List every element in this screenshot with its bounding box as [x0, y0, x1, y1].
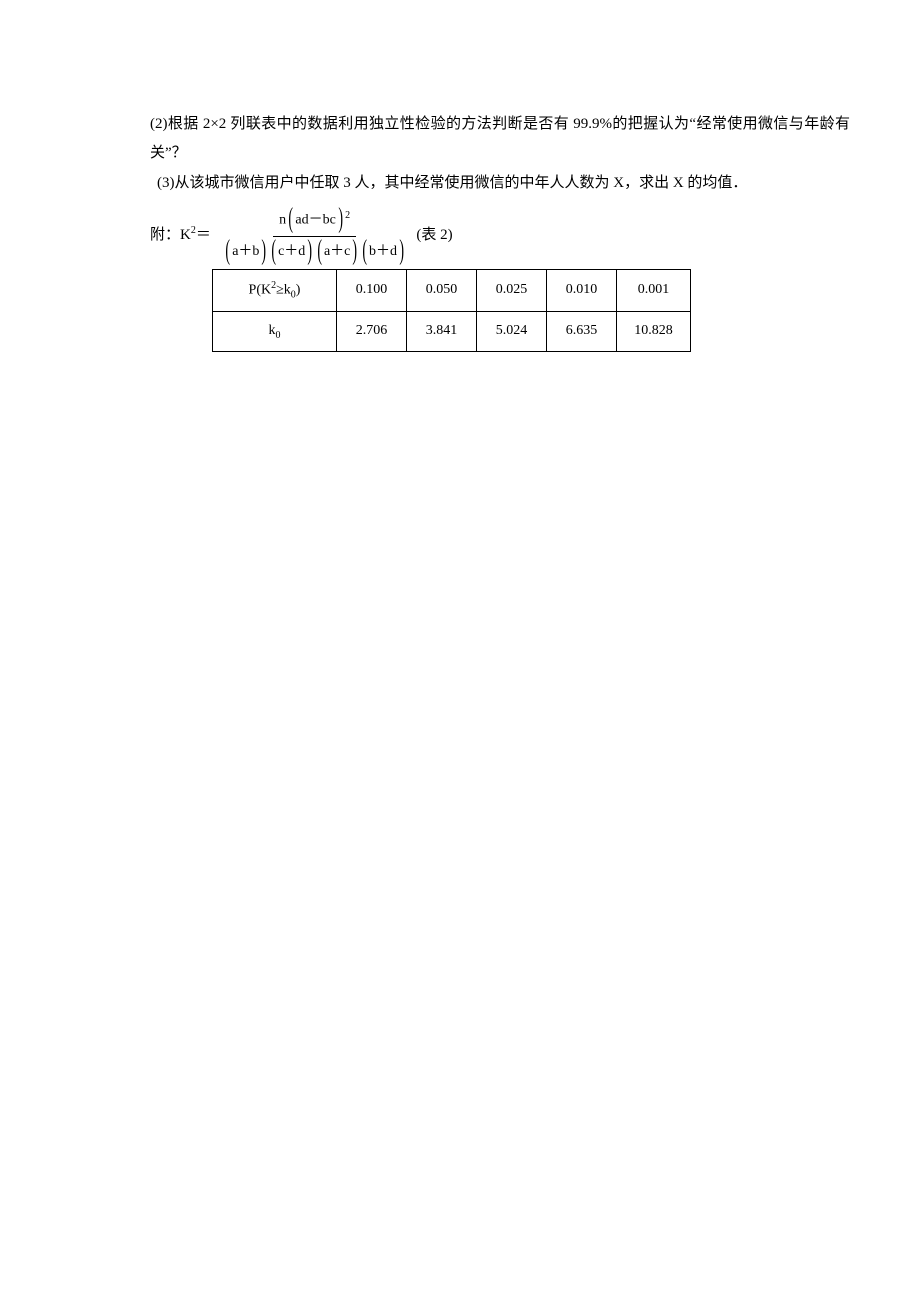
rparen-outer: ): [338, 212, 343, 226]
cell: 0.010: [547, 270, 617, 311]
row-label: P(K2≥k0): [213, 270, 337, 311]
lp3: (: [317, 244, 322, 258]
cell: 0.100: [337, 270, 407, 311]
cell: 5.024: [477, 311, 547, 351]
table-row: k0 2.706 3.841 5.024 6.635 10.828: [213, 311, 691, 351]
fraction-denominator: (a＋b)(c＋d)(a＋c)(b＋d): [217, 237, 413, 266]
formula-prefix: 附：K2＝: [150, 221, 211, 250]
den-ac: a＋c: [324, 244, 350, 259]
den-cd: c＋d: [278, 244, 305, 259]
cell: 0.050: [407, 270, 477, 311]
document-body: (2)根据 2×2 列联表中的数据利用独立性检验的方法判断是否有 99.9%的把…: [150, 110, 850, 352]
cell: 0.025: [477, 270, 547, 311]
cell: 6.635: [547, 311, 617, 351]
critical-value-table: P(K2≥k0) 0.100 0.050 0.025 0.010 0.001 k…: [212, 269, 850, 351]
cell: 3.841: [407, 311, 477, 351]
rp3: ): [353, 244, 358, 258]
lp4: (: [362, 244, 367, 258]
table-row: P(K2≥k0) 0.100 0.050 0.025 0.010 0.001: [213, 270, 691, 311]
fraction-numerator: n(ad－bc)2: [273, 206, 356, 237]
equals-sign: ＝: [196, 227, 211, 243]
k-squared-fraction: n(ad－bc)2 (a＋b)(c＋d)(a＋c)(b＋d): [217, 206, 413, 266]
question-2: (2)根据 2×2 列联表中的数据利用独立性检验的方法判断是否有 99.9%的把…: [150, 110, 850, 167]
k-label: 附：K: [150, 227, 191, 243]
formula-row: 附：K2＝ n(ad－bc)2 (a＋b)(c＋d)(a＋c)(b＋d) (表 …: [150, 206, 850, 266]
num-sq: 2: [345, 210, 350, 221]
table: P(K2≥k0) 0.100 0.050 0.025 0.010 0.001 k…: [212, 269, 691, 351]
cell: 10.828: [617, 311, 691, 351]
lp1: (: [225, 244, 230, 258]
den-bd: b＋d: [369, 244, 397, 259]
rp2: ): [308, 244, 313, 258]
formula-suffix: (表 2): [416, 221, 452, 250]
num-n: n: [279, 212, 286, 227]
lparen-outer: (: [288, 212, 293, 226]
lp2: (: [271, 244, 276, 258]
row-label: k0: [213, 311, 337, 351]
den-ab: a＋b: [232, 244, 259, 259]
cell: 0.001: [617, 270, 691, 311]
question-3: (3)从该城市微信用户中任取 3 人，其中经常使用微信的中年人人数为 X，求出 …: [150, 169, 850, 198]
num-adbc: ad－bc: [295, 212, 335, 227]
rp1: ): [262, 244, 267, 258]
cell: 2.706: [337, 311, 407, 351]
rp4: ): [399, 244, 404, 258]
